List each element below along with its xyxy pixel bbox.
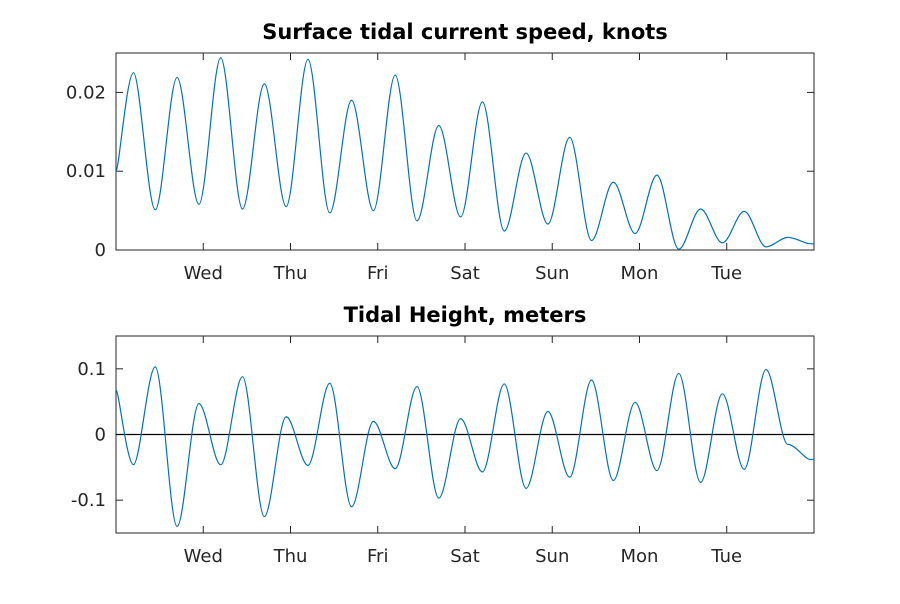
tidal-height-x-tick-label: Sun xyxy=(535,546,569,567)
tidal-height-x-tick-label: Mon xyxy=(621,546,659,567)
current-speed-x-tick-label: Mon xyxy=(621,263,659,284)
current-speed-x-tick-label: Sun xyxy=(535,263,569,284)
tidal-height-y-tick-label: -0.1 xyxy=(71,490,106,511)
current-speed-y-tick-label: 0 xyxy=(95,240,106,261)
current-speed-axes-box xyxy=(115,52,815,251)
current-speed-title: Surface tidal current speed, knots xyxy=(262,20,668,44)
tidal-height-chart: Tidal Height, meters -0.1 0 0.1 Wed Thu Fri Sa… xyxy=(71,303,815,567)
tidal-height-x-tick-label: Fri xyxy=(367,546,388,567)
tidal-height-series-line xyxy=(115,366,814,528)
current-speed-x-tick-label: Sat xyxy=(450,263,480,284)
tidal-height-y-tick-label: 0 xyxy=(95,425,106,446)
tidal-height-y-tick-label: 0.1 xyxy=(77,359,106,380)
tidal-height-x-tick-label: Wed xyxy=(184,546,223,567)
tidal-height-x-tick-label: Tue xyxy=(710,546,742,567)
current-speed-x-tick-label: Thu xyxy=(273,263,308,284)
tidal-height-x-tick-label: Thu xyxy=(273,546,308,567)
current-speed-y-tick-label: 0.01 xyxy=(66,161,106,182)
tidal-height-title: Tidal Height, meters xyxy=(344,303,587,327)
current-speed-series-line xyxy=(115,57,815,250)
current-speed-x-tick-label: Fri xyxy=(367,263,388,284)
current-speed-chart: Surface tidal current speed, knots 0 0.01… xyxy=(66,20,815,284)
current-speed-x-tick-label: Wed xyxy=(184,263,223,284)
tidal-height-x-tick-label: Sat xyxy=(450,546,480,567)
current-speed-y-tick-label: 0.02 xyxy=(66,82,106,103)
current-speed-x-tick-label: Tue xyxy=(710,263,742,284)
